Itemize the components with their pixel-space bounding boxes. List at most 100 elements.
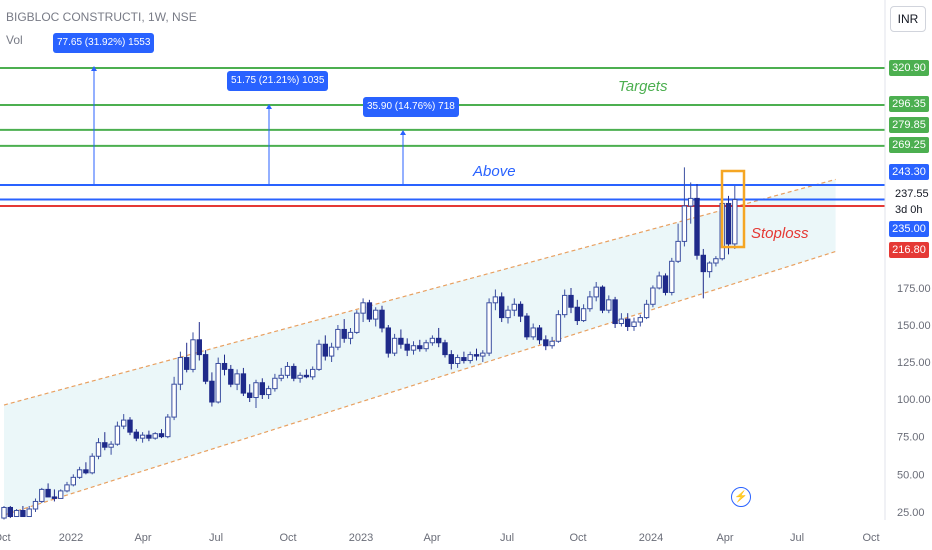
candle-body [499,296,505,319]
candle-body [530,327,536,338]
candle-body [625,318,631,327]
candle-body [423,342,429,350]
price-label-target-4: 269.25 [889,137,929,153]
candle-body [247,392,253,399]
candle-body [669,260,675,293]
candle-body [133,431,140,439]
candle-body [385,327,392,354]
candle-body [562,294,568,316]
candle-body [83,469,89,474]
candle-body [700,254,706,273]
candle-body [114,425,121,445]
candle-body [291,365,297,379]
price-label-target-2: 296.35 [889,96,929,112]
candle-body [70,476,76,486]
candle-body [725,202,732,245]
candle-body [492,296,499,304]
candle-body [215,362,221,403]
candle-body [341,328,347,339]
candle-body [139,434,146,439]
candle-body [234,373,240,385]
candle-body [196,339,203,356]
candle-body [391,337,398,354]
price-label-stop: 216.80 [889,242,929,258]
candle-body [360,302,366,314]
candle-body [461,357,467,362]
candle-body [328,346,335,357]
candle-body [108,443,114,448]
candle-body [39,488,45,502]
y-tick-label: 175.00 [897,283,931,295]
candle-body [662,275,669,293]
candle-body [467,354,473,362]
measure-label-2: 51.75 (21.21%) 1035 [227,71,329,91]
candle-body [184,357,190,370]
candle-body [436,337,442,344]
candle-body [675,240,681,262]
price-label-above: 243.30 [889,164,929,180]
candle-body [335,328,341,348]
candle-body [58,490,64,499]
candle-body [732,199,738,245]
x-tick-label: Oct [569,532,586,544]
candle-body [20,509,26,518]
measure-arrow-head-3 [400,130,406,135]
candle-body [404,343,410,351]
x-tick-label: Jul [209,532,223,544]
candle-body [373,309,379,320]
price-label-target-1: 320.90 [889,60,929,76]
channel-upper-line [3,178,836,406]
y-tick-label: 50.00 [897,469,925,481]
candle-body [536,327,543,341]
candle-body [631,321,637,327]
candle-body [284,365,291,376]
candle-body [694,197,700,256]
candle-body [158,433,165,438]
x-tick-label: Apr [423,532,440,544]
candle-body [473,354,480,357]
candle-body [599,286,606,311]
candle-body [272,377,278,390]
candle-body [505,309,511,319]
candle-body [688,197,694,207]
candle-body [209,380,215,403]
candle-body [643,303,650,319]
candle-body [253,382,259,399]
y-tick-label: 125.00 [897,357,931,369]
bolt-icon[interactable]: ⚡ [731,487,751,507]
candle-body [297,374,303,379]
candle-body [511,303,517,311]
x-tick-label: 2022 [59,532,83,544]
candle-body [650,287,656,305]
candle-body [568,294,574,308]
above-label: Above [473,163,516,180]
measure-label-3: 35.90 (14.76%) 718 [363,97,459,117]
y-tick-label: 100.00 [897,394,931,406]
candle-body [398,337,404,345]
candle-body [366,302,373,320]
candle-body [278,374,284,379]
candle-body [454,357,461,364]
x-tick-label: Oct [279,532,296,544]
x-tick-label: Apr [134,532,151,544]
candle-body [354,312,360,333]
candle-body [265,388,272,396]
candle-body [524,315,530,338]
candle-body [713,258,719,264]
candle-body [64,484,70,492]
candle-body [681,205,688,242]
candle-body [102,442,108,448]
candle-body [706,262,713,273]
candle-body [555,314,562,342]
candle-body [26,508,32,518]
candle-body [51,496,58,499]
currency-button[interactable]: INR [890,6,926,32]
candle-body [165,416,171,438]
price-label-last: 237.55 [895,188,929,200]
candle-body [152,433,158,439]
candle-body [76,469,83,478]
candle-body [190,339,196,370]
candle-body [259,382,266,396]
candle-body [202,354,209,382]
